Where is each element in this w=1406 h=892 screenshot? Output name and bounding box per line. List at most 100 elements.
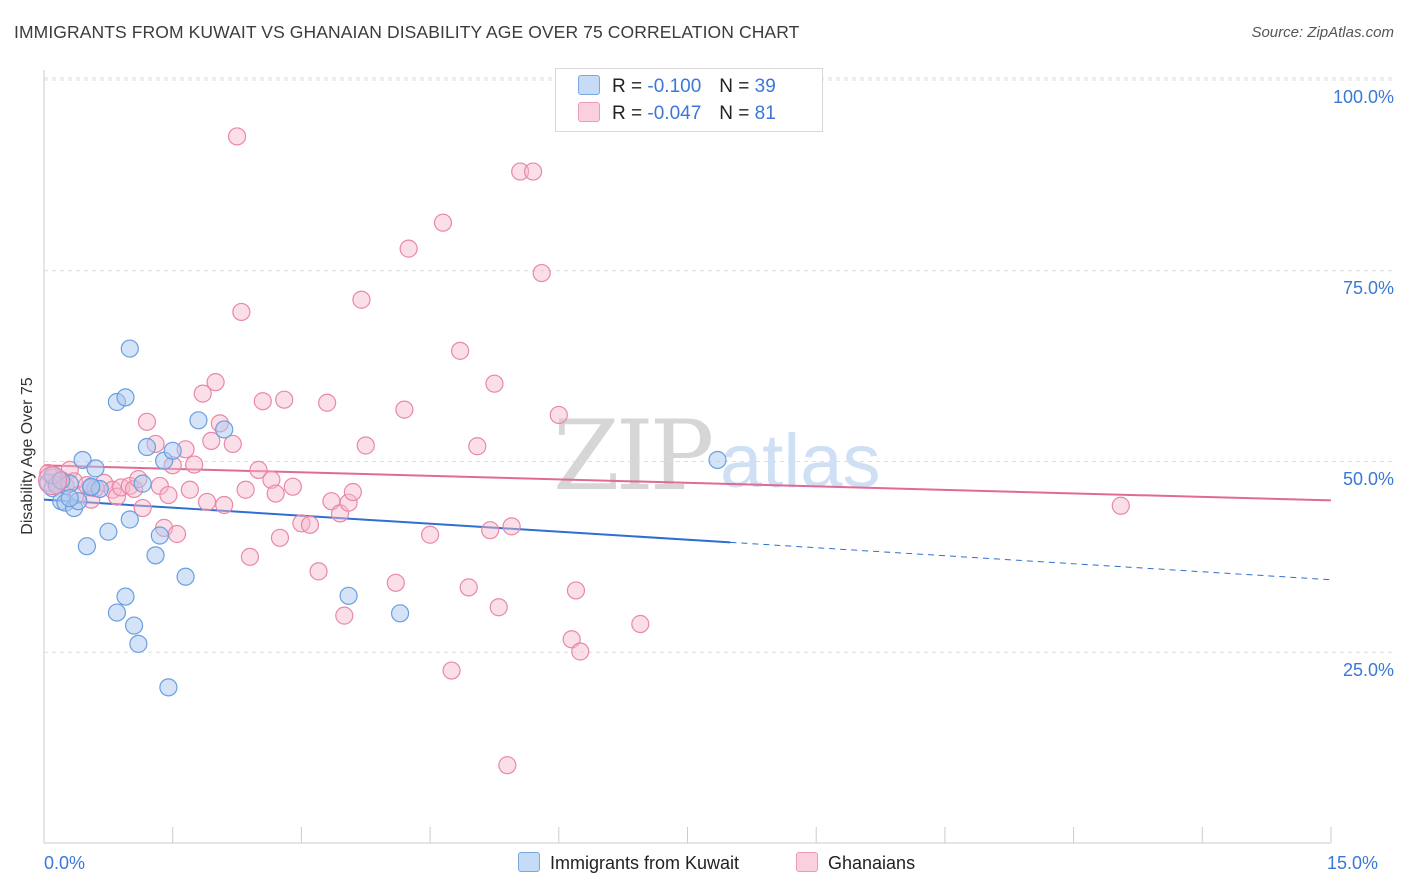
data-point-kuwait: [129, 634, 148, 653]
legend-swatch-blue: [518, 852, 540, 872]
trendlines: [43, 464, 1332, 581]
legend-row-ghanaians: R = -0.047 N = 81: [578, 102, 776, 126]
chart-title: IMMIGRANTS FROM KUWAIT VS GHANAIAN DISAB…: [14, 22, 800, 42]
data-point-kuwait: [339, 586, 358, 605]
trendline-kuwait: [43, 498, 731, 544]
data-point-ghanaians: [631, 614, 650, 634]
data-point-kuwait: [120, 339, 139, 358]
data-points: [37, 127, 1130, 775]
data-point-ghanaians: [137, 412, 157, 431]
legend-swatch-pink: [796, 852, 818, 872]
y-axis-label: Disability Age Over 75: [19, 377, 36, 535]
data-point-kuwait: [137, 437, 157, 457]
data-point-ghanaians: [185, 455, 204, 474]
data-point-ghanaians: [253, 392, 272, 411]
data-point-ghanaians: [511, 162, 530, 181]
correlation-legend: R = -0.100 N = 39 R = -0.047 N = 81: [555, 68, 823, 132]
data-point-ghanaians: [309, 562, 328, 581]
data-point-kuwait: [116, 388, 135, 407]
data-point-ghanaians: [489, 598, 508, 617]
legend-item-kuwait: Immigrants from Kuwait: [518, 852, 739, 874]
data-point-kuwait: [159, 678, 178, 697]
data-point-ghanaians: [318, 393, 337, 412]
data-point-ghanaians: [275, 390, 294, 409]
data-point-ghanaians: [266, 484, 285, 503]
legend-r-label: R =: [612, 76, 643, 97]
data-point-ghanaians: [107, 487, 127, 506]
data-point-ghanaians: [451, 341, 470, 360]
legend-label-ghanaians: Ghanaians: [828, 853, 916, 873]
data-point-ghanaians: [249, 460, 268, 479]
data-point-ghanaians: [343, 482, 362, 502]
legend-r-label: R =: [612, 103, 643, 124]
data-point-kuwait: [60, 489, 79, 508]
data-point-kuwait: [116, 587, 135, 606]
x-tick-label-max: 15.0%: [1327, 853, 1379, 873]
legend-label-kuwait: Immigrants from Kuwait: [550, 853, 740, 873]
legend-item-ghanaians: Ghanaians: [796, 852, 915, 874]
data-point-ghanaians: [202, 431, 221, 450]
data-point-ghanaians: [421, 525, 440, 544]
legend-n-value: 39: [754, 76, 776, 97]
y-tick-label-75: 75.0%: [1342, 278, 1394, 298]
data-point-ghanaians: [133, 498, 152, 518]
data-point-ghanaians: [523, 162, 543, 181]
watermark-zip: ZIP: [553, 400, 714, 512]
axes: [43, 70, 1332, 844]
data-point-ghanaians: [240, 547, 260, 566]
data-point-ghanaians: [399, 239, 418, 258]
data-point-ghanaians: [485, 374, 504, 393]
data-point-ghanaians: [300, 515, 320, 534]
data-point-ghanaians: [395, 400, 414, 419]
data-point-ghanaians: [232, 302, 251, 322]
data-point-ghanaians: [459, 578, 478, 597]
data-point-kuwait: [390, 604, 410, 623]
legend-row-kuwait: R = -0.100 N = 39: [578, 75, 776, 99]
legend-n-label: N =: [719, 103, 750, 124]
data-point-ghanaians: [180, 480, 199, 499]
data-point-kuwait: [133, 474, 152, 493]
trendline-ghanaians: [43, 464, 1332, 502]
data-point-ghanaians: [442, 661, 461, 680]
data-point-kuwait: [120, 510, 139, 529]
data-point-ghanaians: [227, 127, 247, 146]
data-point-ghanaians: [197, 492, 217, 512]
data-point-kuwait: [124, 616, 144, 635]
data-point-ghanaians: [339, 493, 358, 512]
data-point-ghanaians: [352, 290, 371, 309]
data-point-ghanaians: [283, 477, 302, 496]
legend-r-value: -0.047: [647, 103, 702, 124]
data-point-kuwait: [82, 477, 101, 496]
grid-lines: [44, 77, 1394, 653]
x-tick-label-min: 0.0%: [44, 853, 86, 873]
data-point-kuwait: [215, 420, 234, 439]
source-label: Source: ZipAtlas.com: [1251, 24, 1394, 41]
data-point-ghanaians: [356, 436, 375, 455]
data-point-ghanaians: [215, 495, 234, 515]
data-point-kuwait: [86, 459, 105, 478]
data-point-ghanaians: [270, 528, 290, 547]
data-point-kuwait: [176, 567, 195, 586]
legend-swatch-pink: [578, 102, 600, 122]
data-point-ghanaians: [335, 606, 354, 625]
legend-r-value: -0.100: [647, 76, 702, 97]
data-point-ghanaians: [206, 373, 225, 392]
legend-n-label: N =: [719, 76, 750, 97]
data-point-kuwait: [189, 411, 208, 430]
data-point-kuwait: [150, 526, 169, 545]
data-point-ghanaians: [532, 263, 551, 283]
data-point-ghanaians: [236, 480, 255, 499]
data-point-ghanaians: [159, 485, 178, 505]
data-point-cluster: [37, 465, 68, 496]
y-tick-label-50: 50.0%: [1342, 469, 1394, 489]
data-point-ghanaians: [1111, 496, 1130, 515]
data-point-ghanaians: [167, 524, 187, 544]
data-point-kuwait: [708, 450, 727, 470]
data-point-ghanaians: [481, 521, 500, 540]
data-point-kuwait: [99, 522, 118, 541]
trendline-kuwait-extension: [730, 541, 1332, 581]
data-point-kuwait: [73, 450, 92, 470]
data-point-ghanaians: [502, 517, 521, 536]
data-point-ghanaians: [433, 213, 453, 232]
